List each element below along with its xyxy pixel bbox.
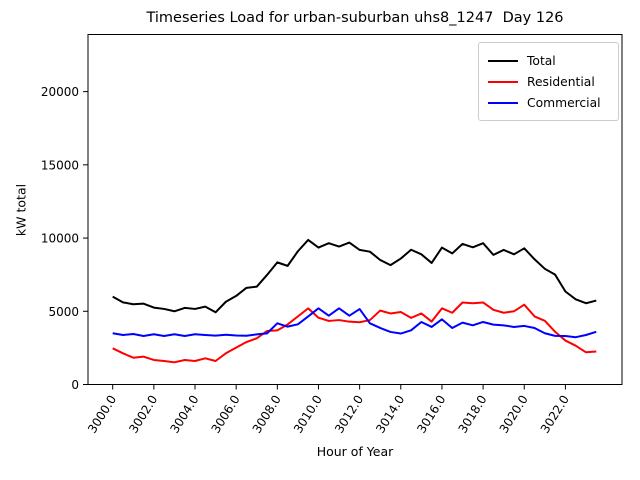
legend-row-residential: Residential: [488, 71, 608, 92]
legend-label-residential: Residential: [527, 74, 595, 89]
legend-line-residential-swatch: [488, 80, 518, 83]
x-tick-label: 3020.0: [497, 393, 531, 436]
y-tick-label: 0: [71, 378, 79, 392]
x-tick-label: 3004.0: [167, 393, 201, 436]
y-tick-label: 20000: [41, 85, 79, 99]
x-tick-label: 3000.0: [85, 393, 119, 436]
x-tick-label: 3014.0: [373, 393, 407, 436]
series-line-total: [112, 238, 597, 314]
y-tick-label: 15000: [41, 158, 79, 172]
y-tick-label: 10000: [41, 232, 79, 246]
legend-label-commercial: Commercial: [527, 95, 601, 110]
x-axis-label: Hour of Year: [316, 444, 394, 459]
series-line-residential: [112, 301, 597, 364]
x-tick-label: 3022.0: [538, 393, 572, 436]
legend-label-total: Total: [527, 53, 556, 68]
y-tick-label: 5000: [48, 305, 79, 319]
x-tick-label: 3012.0: [332, 393, 366, 436]
x-tick-label: 3008.0: [250, 393, 284, 436]
x-tick-label: 3006.0: [209, 393, 243, 436]
legend: Total Residential Commercial: [478, 42, 619, 121]
series-line-commercial: [112, 307, 597, 339]
x-tick-label: 3010.0: [291, 393, 325, 436]
chart-title: Timeseries Load for urban-suburban uhs8_…: [146, 10, 564, 26]
legend-line-total-swatch: [488, 59, 518, 62]
x-tick-label: 3016.0: [414, 393, 448, 436]
legend-row-commercial: Commercial: [488, 92, 608, 113]
y-axis-label: kW total: [13, 183, 29, 237]
axes-frame: [87, 34, 623, 385]
legend-row-total: Total: [488, 50, 608, 71]
x-tick-label: 3002.0: [126, 393, 160, 436]
x-tick-label: 3018.0: [456, 393, 490, 436]
legend-line-commercial-swatch: [488, 101, 518, 104]
